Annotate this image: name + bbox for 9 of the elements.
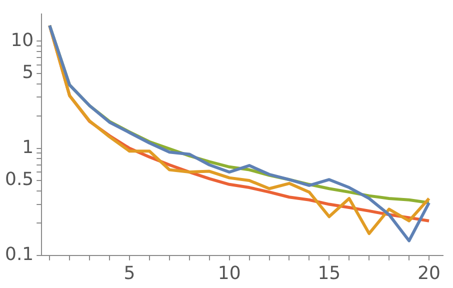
x-tick-label: 20 [418,262,440,284]
y-tick-label: 5 [22,62,34,84]
y-tick-label: 0.5 [4,169,34,190]
x-tick-label: 15 [318,262,341,284]
x-tick-label: 10 [218,262,241,284]
y-tick-label: 10 [10,30,34,51]
y-tick-label: 0.1 [4,244,34,266]
x-tick-label: 5 [124,262,136,284]
y-tick-label: 1 [22,136,34,158]
